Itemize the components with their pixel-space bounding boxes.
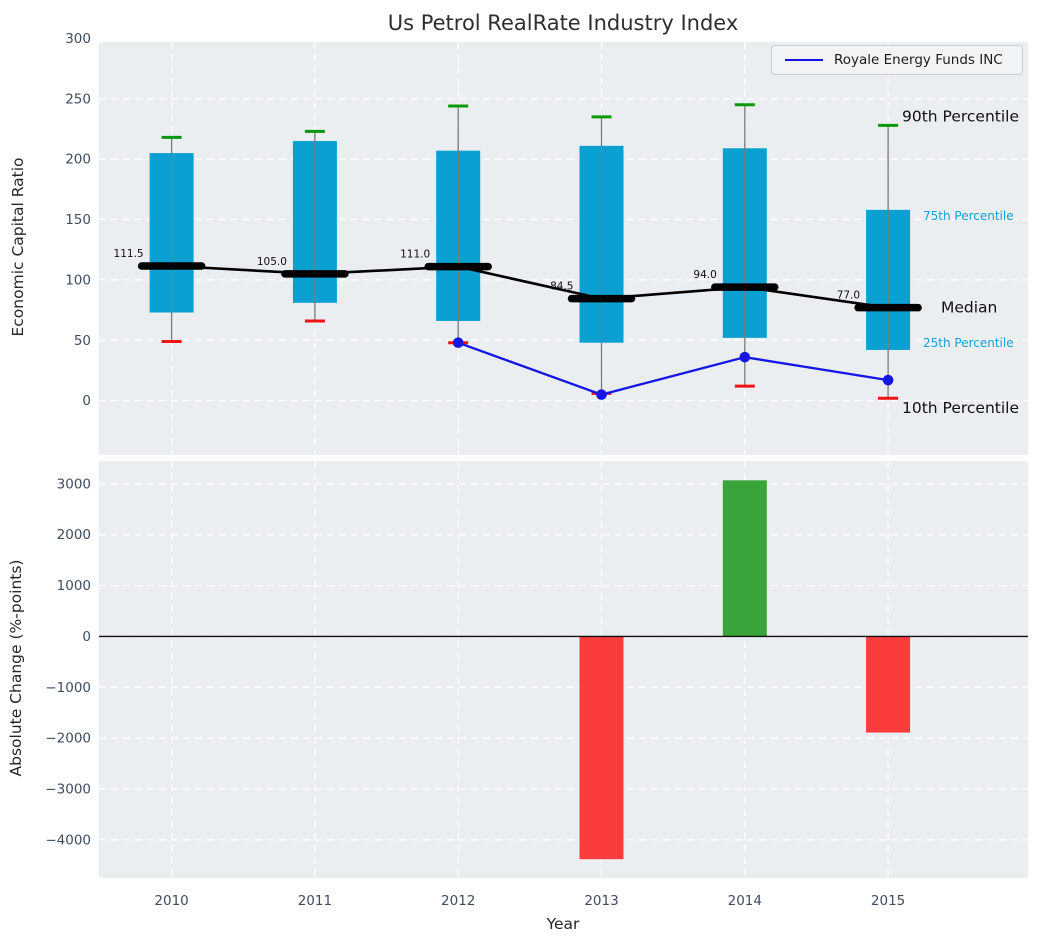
bottom-y-tick-label: −2000 bbox=[45, 731, 91, 747]
company-point-2015 bbox=[882, 374, 894, 386]
annotation-75th-percentile: 75th Percentile bbox=[923, 209, 1014, 223]
x-tick-label-2013: 2013 bbox=[584, 893, 618, 909]
x-tick-label-2010: 2010 bbox=[154, 893, 188, 909]
annotation-25th-percentile: 25th Percentile bbox=[923, 336, 1014, 350]
top-y-axis-label: Economic Capital Ratio bbox=[9, 157, 27, 336]
top-y-tick-label: 100 bbox=[65, 272, 91, 288]
change-bar-2015 bbox=[866, 636, 911, 733]
top-y-tick-label: 200 bbox=[65, 152, 91, 168]
legend-label: Royale Energy Funds INC bbox=[834, 52, 1003, 68]
annotation-10th-percentile: 10th Percentile bbox=[902, 399, 1019, 417]
x-tick-label-2014: 2014 bbox=[728, 893, 762, 909]
x-tick-label-2011: 2011 bbox=[298, 893, 332, 909]
legend: Royale Energy Funds INC bbox=[771, 45, 1023, 75]
company-point-2013 bbox=[596, 389, 607, 400]
top-y-tick-label: 50 bbox=[74, 333, 91, 349]
median-value-label-2011: 105.0 bbox=[257, 256, 287, 268]
x-tick-label-2012: 2012 bbox=[441, 893, 475, 909]
median-value-label-2010: 111.5 bbox=[114, 248, 144, 260]
bottom-y-axis-label: Absolute Change (%-points) bbox=[7, 560, 25, 777]
median-value-label-2013: 84.5 bbox=[550, 281, 573, 293]
top-y-tick-label: 250 bbox=[65, 91, 91, 107]
bottom-y-tick-label: 3000 bbox=[57, 476, 91, 492]
annotation-median: Median bbox=[941, 299, 997, 317]
bottom-y-tick-label: 0 bbox=[82, 629, 91, 645]
change-bar-2013 bbox=[579, 636, 624, 860]
chart-title: Us Petrol RealRate Industry Index bbox=[388, 11, 739, 35]
top-y-tick-label: 150 bbox=[65, 212, 91, 228]
median-value-label-2015: 77.0 bbox=[837, 290, 860, 302]
top-y-tick-label: 0 bbox=[82, 393, 91, 409]
top-y-tick-label: 300 bbox=[65, 31, 91, 47]
company-point-2014 bbox=[739, 351, 751, 363]
median-value-label-2012: 111.0 bbox=[400, 249, 430, 261]
legend-line-icon bbox=[785, 59, 823, 61]
median-value-label-2014: 94.0 bbox=[693, 269, 716, 281]
change-bar-2014 bbox=[722, 480, 767, 637]
bottom-y-tick-label: −4000 bbox=[45, 832, 91, 848]
bottom-y-tick-label: 1000 bbox=[57, 578, 91, 594]
x-axis-label: Year bbox=[546, 915, 580, 933]
bottom-y-tick-label: −3000 bbox=[45, 782, 91, 798]
x-tick-label-2015: 2015 bbox=[871, 893, 905, 909]
company-point-2012 bbox=[452, 337, 464, 348]
bottom-y-tick-label: 2000 bbox=[57, 527, 91, 543]
bottom-y-tick-label: −1000 bbox=[45, 680, 91, 696]
generated-chart-layers: 300 250 200 150 100 50 0 3000 2000 1000 0 −1000 −200… bbox=[45, 31, 1028, 909]
annotation-90th-percentile: 90th Percentile bbox=[902, 107, 1019, 125]
company-line bbox=[457, 341, 889, 396]
